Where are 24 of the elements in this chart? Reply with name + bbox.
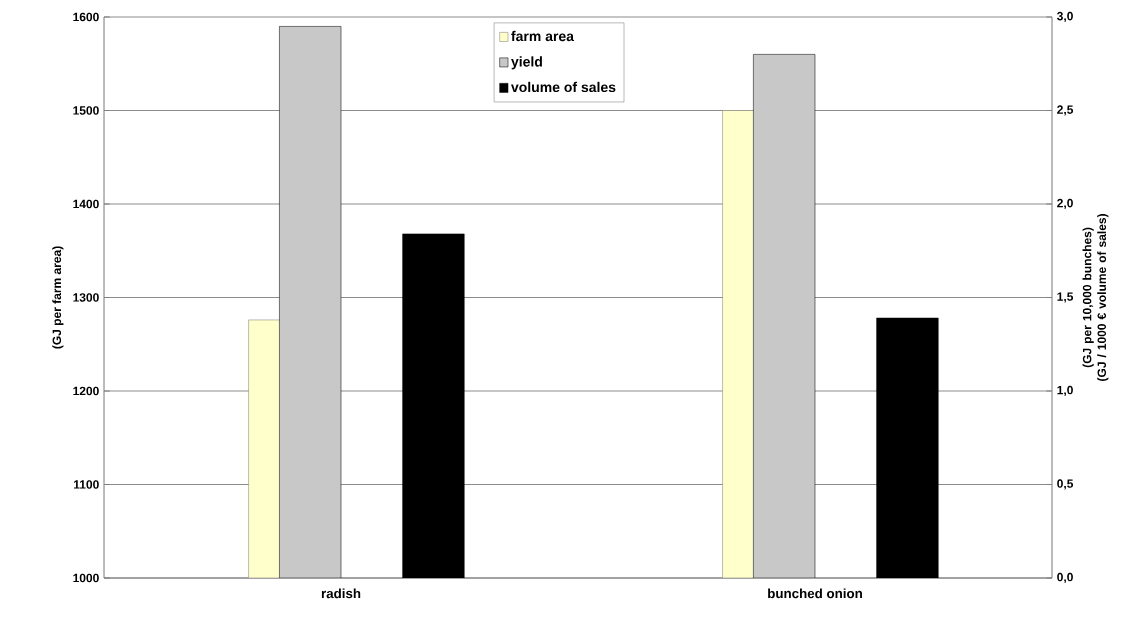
y-tick-label: 1500 <box>73 106 99 115</box>
y2-tick-label: 0,5 <box>1057 479 1074 490</box>
y-tick-label: 1400 <box>73 199 99 209</box>
y-tick-label: 1300 <box>73 293 99 302</box>
legend-label: volume of sales <box>511 81 616 93</box>
y-tick-label: 1200 <box>73 386 99 396</box>
y2-tick-label: 3,0 <box>1056 11 1073 23</box>
legend-label: yield <box>511 56 542 70</box>
y2-tick-label: 2,0 <box>1057 198 1073 210</box>
y2-tick-label: 2,5 <box>1057 105 1074 116</box>
x-tick-label: radish <box>321 588 361 599</box>
y-tick-label: 1600 <box>73 12 99 22</box>
bar <box>279 26 342 578</box>
y-tick-label: 1000 <box>73 573 99 583</box>
y2-tick-label: 1,0 <box>1057 385 1073 397</box>
y2-axis-title: (GJ per 10,000 bunches) (GJ / 1000 € volume of sales) <box>1082 214 1109 381</box>
y-axis-title: (GJ per farm area) <box>52 246 64 349</box>
y2-tick-label: 0,0 <box>1057 572 1073 584</box>
bar <box>402 233 465 578</box>
y-tick-label: 1100 <box>74 480 99 489</box>
y2-tick-label: 1,5 <box>1057 292 1074 303</box>
legend-label: farm area <box>511 30 575 42</box>
x-tick-label: bunched onion <box>768 588 862 599</box>
bar <box>876 317 939 578</box>
